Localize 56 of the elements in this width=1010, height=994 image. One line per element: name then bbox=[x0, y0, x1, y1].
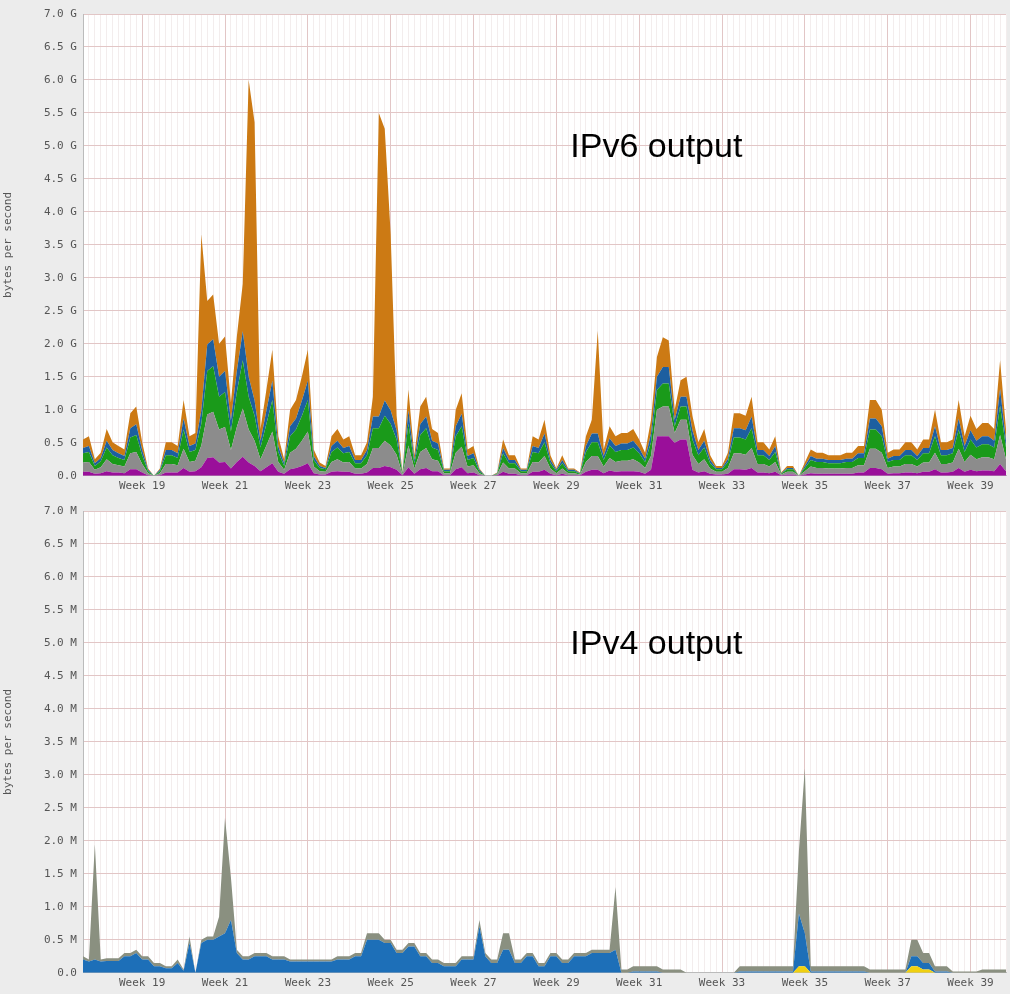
x-tick-label: Week 33 bbox=[698, 479, 746, 493]
y-tick-label: 4.0 M bbox=[43, 701, 78, 715]
y-tick-label: 3.0 G bbox=[43, 270, 77, 284]
y-tick-label: 0.5 M bbox=[43, 932, 78, 946]
y-tick-label: 7.0 G bbox=[43, 6, 77, 20]
y-tick-label: 5.5 M bbox=[43, 602, 78, 616]
y-tick-label: 5.0 G bbox=[43, 138, 77, 152]
y-tick-label: 6.5 G bbox=[43, 39, 77, 53]
y-tick-label: 1.5 G bbox=[43, 369, 77, 383]
y-tick-label: 7.0 M bbox=[43, 503, 78, 517]
annotation: IPv6 output bbox=[570, 126, 743, 165]
y-tick-label: 0.5 G bbox=[43, 435, 77, 449]
x-tick-label: Week 23 bbox=[284, 479, 332, 493]
y-tick-label: 0.0 bbox=[57, 965, 77, 979]
y-tick-label: 4.0 G bbox=[43, 204, 77, 218]
y-tick-label: 6.0 G bbox=[43, 72, 77, 86]
y-tick-label: 4.5 G bbox=[43, 171, 77, 185]
x-tick-label: Week 21 bbox=[201, 479, 249, 493]
y-tick-label: 3.5 G bbox=[43, 237, 77, 251]
x-tick-label: Week 29 bbox=[533, 479, 580, 493]
x-tick-label: Week 37 bbox=[864, 976, 911, 990]
x-tick-label: Week 19 bbox=[118, 479, 166, 493]
x-tick-label: Week 37 bbox=[864, 479, 911, 493]
y-tick-label: 6.0 M bbox=[43, 569, 78, 583]
x-tick-label: Week 31 bbox=[615, 976, 663, 990]
x-tick-label: Week 39 bbox=[947, 976, 994, 990]
x-tick-label: Week 39 bbox=[947, 479, 994, 493]
x-tick-label: Week 19 bbox=[118, 976, 166, 990]
x-tick-label: Week 25 bbox=[367, 976, 414, 990]
x-tick-label: Week 35 bbox=[781, 976, 829, 990]
y-tick-label: 0.0 bbox=[57, 468, 77, 482]
y-tick-label: 1.0 G bbox=[43, 402, 77, 416]
y-tick-label: 6.5 M bbox=[43, 536, 78, 550]
x-tick-label: Week 31 bbox=[615, 479, 663, 493]
y-tick-label: 2.0 M bbox=[43, 833, 78, 847]
x-tick-label: Week 21 bbox=[201, 976, 249, 990]
y-tick-label: 1.5 M bbox=[43, 866, 78, 880]
x-tick-label: Week 33 bbox=[698, 976, 746, 990]
x-tick-label: Week 35 bbox=[781, 479, 829, 493]
y-tick-label: 3.0 M bbox=[43, 767, 78, 781]
x-tick-label: Week 29 bbox=[533, 976, 580, 990]
y-tick-label: 5.5 G bbox=[43, 105, 77, 119]
y-tick-label: 3.5 M bbox=[43, 734, 78, 748]
y-axis-title: bytes per second bbox=[1, 191, 15, 298]
y-tick-label: 5.0 M bbox=[43, 635, 78, 649]
annotation: IPv4 output bbox=[570, 623, 743, 662]
y-axis-title: bytes per second bbox=[1, 688, 15, 795]
x-tick-label: Week 25 bbox=[367, 479, 414, 493]
x-tick-label: Week 23 bbox=[284, 976, 332, 990]
y-tick-label: 2.5 G bbox=[43, 303, 77, 317]
y-tick-label: 4.5 M bbox=[43, 668, 78, 682]
x-tick-label: Week 27 bbox=[450, 479, 497, 493]
x-tick-label: Week 27 bbox=[450, 976, 497, 990]
y-tick-label: 2.0 G bbox=[43, 336, 77, 350]
y-tick-label: 1.0 M bbox=[43, 899, 78, 913]
y-tick-label: 2.5 M bbox=[43, 800, 78, 814]
